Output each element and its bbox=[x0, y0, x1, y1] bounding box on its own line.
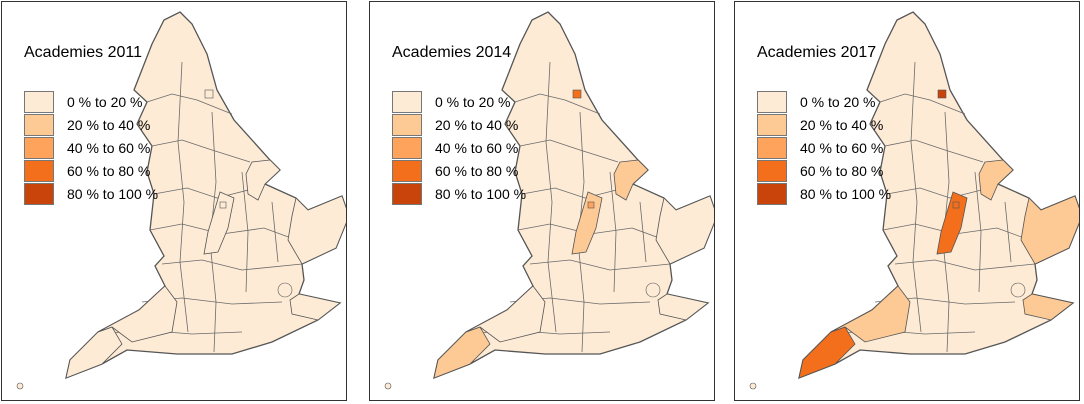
legend-item: 80 % to 100 % bbox=[392, 182, 526, 205]
small-north-east-unit bbox=[572, 89, 582, 99]
small-midlands-unit bbox=[587, 201, 595, 209]
map-panel-2017: Academies 2017 0 % to 20 % 20 % to 40 % … bbox=[734, 1, 1080, 401]
legend-label: 20 % to 40 % bbox=[435, 116, 519, 133]
legend-swatch bbox=[392, 159, 422, 182]
panel-title: Academies 2011 bbox=[24, 44, 142, 61]
legend-swatch bbox=[757, 136, 787, 159]
lincolnshire bbox=[978, 159, 1014, 201]
legend: 0 % to 20 % 20 % to 40 % 40 % to 60 % 60… bbox=[757, 90, 891, 205]
legend-item: 0 % to 20 % bbox=[392, 90, 526, 113]
legend-item: 80 % to 100 % bbox=[757, 182, 891, 205]
england-map bbox=[384, 11, 714, 390]
legend-label: 40 % to 60 % bbox=[67, 139, 151, 156]
legend-item: 60 % to 80 % bbox=[757, 159, 891, 182]
legend-label: 0 % to 20 % bbox=[67, 93, 143, 110]
england-map bbox=[749, 11, 1079, 390]
legend-swatch bbox=[24, 113, 54, 136]
legend-label: 40 % to 60 % bbox=[435, 139, 519, 156]
legend-swatch bbox=[392, 182, 422, 205]
legend-label: 80 % to 100 % bbox=[67, 185, 159, 202]
legend: 0 % to 20 % 20 % to 40 % 40 % to 60 % 60… bbox=[24, 90, 158, 205]
legend-swatch bbox=[757, 90, 787, 113]
legend-swatch bbox=[392, 136, 422, 159]
legend-label: 60 % to 80 % bbox=[800, 162, 884, 179]
legend-swatch bbox=[392, 90, 422, 113]
east bbox=[1020, 195, 1079, 265]
kent bbox=[657, 293, 709, 321]
london bbox=[1010, 282, 1026, 298]
legend-item: 80 % to 100 % bbox=[24, 182, 158, 205]
kent bbox=[289, 293, 341, 321]
london bbox=[277, 282, 293, 298]
legend-swatch bbox=[757, 159, 787, 182]
legend-swatch bbox=[757, 182, 787, 205]
legend-swatch bbox=[392, 113, 422, 136]
legend-item: 40 % to 60 % bbox=[24, 136, 158, 159]
legend-label: 0 % to 20 % bbox=[435, 93, 511, 110]
small-midlands-unit bbox=[219, 201, 227, 209]
legend-swatch bbox=[24, 90, 54, 113]
east bbox=[655, 195, 714, 265]
small-north-east-unit bbox=[204, 89, 214, 99]
south-west bbox=[465, 285, 546, 343]
map-panel-2011: Academies 2011 0 % to 20 % 20 % to 40 % … bbox=[1, 1, 347, 401]
small-north-east-unit bbox=[937, 89, 947, 99]
cornwall bbox=[65, 326, 123, 379]
lincolnshire bbox=[613, 159, 649, 201]
legend-item: 0 % to 20 % bbox=[757, 90, 891, 113]
cornwall bbox=[433, 326, 491, 379]
legend-swatch bbox=[24, 136, 54, 159]
legend-item: 20 % to 40 % bbox=[757, 113, 891, 136]
legend-label: 20 % to 40 % bbox=[800, 116, 884, 133]
legend-item: 40 % to 60 % bbox=[757, 136, 891, 159]
map-panel-2014: Academies 2014 0 % to 20 % 20 % to 40 % … bbox=[369, 1, 715, 401]
legend: 0 % to 20 % 20 % to 40 % 40 % to 60 % 60… bbox=[392, 90, 526, 205]
legend-item: 40 % to 60 % bbox=[392, 136, 526, 159]
east bbox=[287, 195, 346, 265]
legend-item: 20 % to 40 % bbox=[24, 113, 158, 136]
isles-of-scilly bbox=[16, 382, 24, 390]
legend-item: 60 % to 80 % bbox=[24, 159, 158, 182]
legend-label: 80 % to 100 % bbox=[435, 185, 527, 202]
legend-swatch bbox=[757, 113, 787, 136]
legend-label: 0 % to 20 % bbox=[800, 93, 876, 110]
legend-item: 60 % to 80 % bbox=[392, 159, 526, 182]
cornwall bbox=[798, 326, 856, 379]
small-midlands-unit bbox=[952, 201, 960, 209]
panel-title: Academies 2017 bbox=[757, 44, 877, 61]
isles-of-scilly bbox=[749, 382, 757, 390]
midlands-spine bbox=[571, 191, 603, 255]
region-boundaries bbox=[834, 61, 1046, 353]
south-west bbox=[97, 285, 178, 343]
panel-title: Academies 2014 bbox=[392, 44, 512, 61]
legend-item: 20 % to 40 % bbox=[392, 113, 526, 136]
kent bbox=[1022, 293, 1074, 321]
legend-swatch bbox=[24, 159, 54, 182]
legend-item: 0 % to 20 % bbox=[24, 90, 158, 113]
legend-label: 40 % to 60 % bbox=[800, 139, 884, 156]
legend-label: 60 % to 80 % bbox=[435, 162, 519, 179]
midlands-spine bbox=[203, 191, 235, 255]
legend-label: 20 % to 40 % bbox=[67, 116, 151, 133]
london bbox=[645, 282, 661, 298]
legend-swatch bbox=[24, 182, 54, 205]
legend-label: 80 % to 100 % bbox=[800, 185, 892, 202]
isles-of-scilly bbox=[384, 382, 392, 390]
legend-label: 60 % to 80 % bbox=[67, 162, 151, 179]
south-west bbox=[830, 285, 911, 343]
midlands-spine bbox=[936, 191, 968, 255]
lincolnshire bbox=[245, 159, 281, 201]
england-map bbox=[16, 11, 346, 390]
